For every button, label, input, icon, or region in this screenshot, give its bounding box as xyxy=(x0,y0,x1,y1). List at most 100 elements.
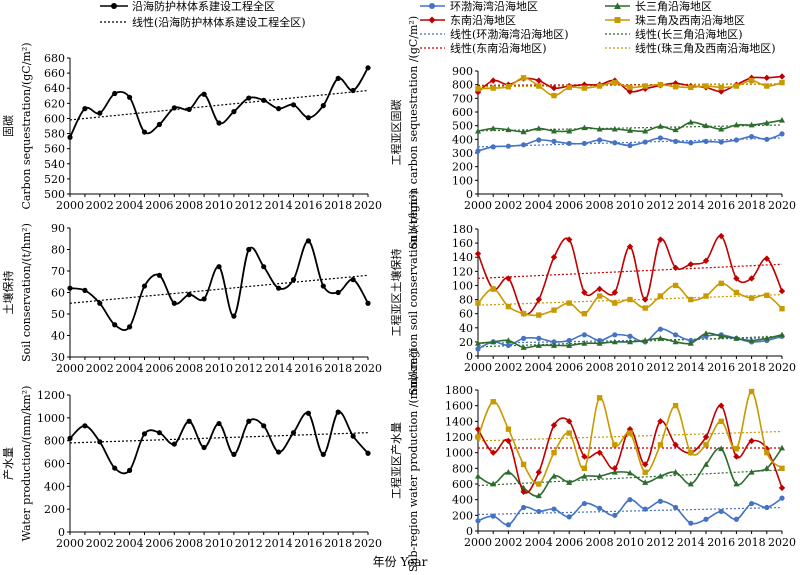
x-tick-label: 2006 xyxy=(145,362,173,375)
panel-left-3: 0 200 400 600 800 1000 1200 2000 2002 2004 2006 200… xyxy=(1,386,382,550)
y-tick-label: 1000 xyxy=(445,447,473,460)
y-tick-label: 540 xyxy=(44,158,65,171)
data-point-pearl xyxy=(779,465,785,472)
data-point-southeast xyxy=(672,441,679,449)
data-point-overall xyxy=(305,238,311,244)
data-point-overall xyxy=(156,272,162,278)
y-tick-label: 1400 xyxy=(445,415,473,428)
data-point-yangtze xyxy=(505,469,512,475)
data-point-yangtze xyxy=(642,127,649,134)
y-tick-label: 0 xyxy=(466,525,473,538)
y-tick-label: 60 xyxy=(51,287,65,300)
data-point-bohai xyxy=(779,495,785,501)
data-point-southeast xyxy=(642,296,649,303)
data-point-overall xyxy=(365,450,371,456)
x-tick-label: 2020 xyxy=(354,199,382,212)
data-point-bohai xyxy=(703,516,709,522)
x-tick-label: 2010 xyxy=(616,361,644,374)
data-point-southeast xyxy=(505,275,512,282)
trend-line-bohai xyxy=(477,506,783,516)
x-tick-label: 2002 xyxy=(494,536,522,549)
data-point-bohai xyxy=(703,138,709,144)
data-point-southeast xyxy=(778,73,786,80)
y-tick-label: 50 xyxy=(51,308,65,321)
data-point-yangtze xyxy=(475,127,481,134)
data-point-pearl xyxy=(520,310,527,317)
y-axis-title-en: Carbon sequestration/(gC/m²) xyxy=(20,42,33,209)
data-point-southeast xyxy=(733,275,740,282)
x-tick-label: 2016 xyxy=(294,362,322,375)
x-tick-label: 2012 xyxy=(646,199,674,212)
data-point-bohai xyxy=(642,139,648,145)
data-point-yangtze xyxy=(748,121,755,128)
data-point-bohai xyxy=(505,522,511,528)
data-point-southeast xyxy=(718,232,725,240)
y-tick-label: 700 xyxy=(452,92,473,105)
data-point-overall xyxy=(276,285,282,291)
legend-trend-pearl: 线性(珠三角及西南沿海地区) xyxy=(635,41,776,55)
x-tick-label: 2000 xyxy=(464,361,492,374)
legend-trend-bohai: 线性(环渤海湾沿海地区) xyxy=(450,27,569,41)
data-point-overall xyxy=(290,277,297,283)
data-point-bohai xyxy=(642,506,648,512)
data-point-pearl xyxy=(642,83,648,89)
data-point-bohai xyxy=(749,500,755,507)
data-point-overall xyxy=(216,420,222,427)
x-tick-label: 2006 xyxy=(145,537,173,550)
data-point-yangtze xyxy=(687,340,694,346)
data-point-yangtze xyxy=(779,117,785,123)
data-point-pearl xyxy=(672,402,679,409)
data-point-overall xyxy=(350,433,356,439)
data-point-pearl xyxy=(566,430,572,436)
data-point-bohai xyxy=(688,520,694,526)
data-point-overall xyxy=(216,264,222,270)
data-point-southeast xyxy=(763,255,770,262)
data-point-bohai xyxy=(505,342,511,349)
trend-line-pearl xyxy=(477,430,783,442)
data-point-pearl xyxy=(566,84,572,91)
y-axis-title-cn: 工程亚区产水量 xyxy=(389,422,403,499)
data-point-bohai xyxy=(475,518,481,524)
data-point-overall xyxy=(246,246,252,253)
data-point-pearl xyxy=(748,77,755,84)
data-point-yangtze xyxy=(475,472,481,479)
x-tick-label: 2020 xyxy=(768,536,796,549)
data-point-bohai xyxy=(718,508,724,515)
x-tick-label: 2010 xyxy=(616,199,644,212)
data-point-pearl xyxy=(596,293,603,299)
data-point-southeast xyxy=(566,236,573,243)
x-tick-label: 2012 xyxy=(235,362,263,375)
data-point-pearl xyxy=(551,307,557,313)
y-tick-label: 100 xyxy=(452,174,473,187)
data-point-bohai xyxy=(521,504,527,511)
data-point-overall xyxy=(97,300,103,306)
series-line-overall xyxy=(69,67,369,138)
data-point-yangtze xyxy=(596,125,603,132)
data-point-southeast xyxy=(596,449,603,456)
x-tick-label: 2012 xyxy=(646,361,674,374)
data-point-bohai xyxy=(612,512,618,518)
data-point-bohai xyxy=(657,326,664,332)
data-point-overall xyxy=(261,97,267,103)
data-point-yangtze xyxy=(718,445,725,452)
data-point-pearl xyxy=(490,399,496,405)
data-point-yangtze xyxy=(566,479,573,485)
data-point-yangtze xyxy=(535,492,542,499)
y-tick-label: 90 xyxy=(51,222,65,235)
y-tick-label: 100 xyxy=(452,279,473,292)
data-point-yangtze xyxy=(779,444,785,451)
data-point-bohai xyxy=(581,140,588,147)
data-point-yangtze xyxy=(779,331,785,338)
x-tick-label: 2006 xyxy=(145,199,173,212)
data-point-southeast xyxy=(581,289,588,296)
data-point-pearl xyxy=(748,388,755,395)
data-point-overall xyxy=(127,94,133,100)
data-point-pearl xyxy=(627,430,633,436)
y-axis-title-en: Sub-region water production /(mm/km²) xyxy=(407,349,420,571)
data-point-yangtze xyxy=(596,340,603,346)
data-point-pearl xyxy=(733,83,740,89)
data-point-southeast xyxy=(535,296,542,303)
y-tick-label: 800 xyxy=(452,79,473,92)
data-point-overall xyxy=(365,300,371,306)
